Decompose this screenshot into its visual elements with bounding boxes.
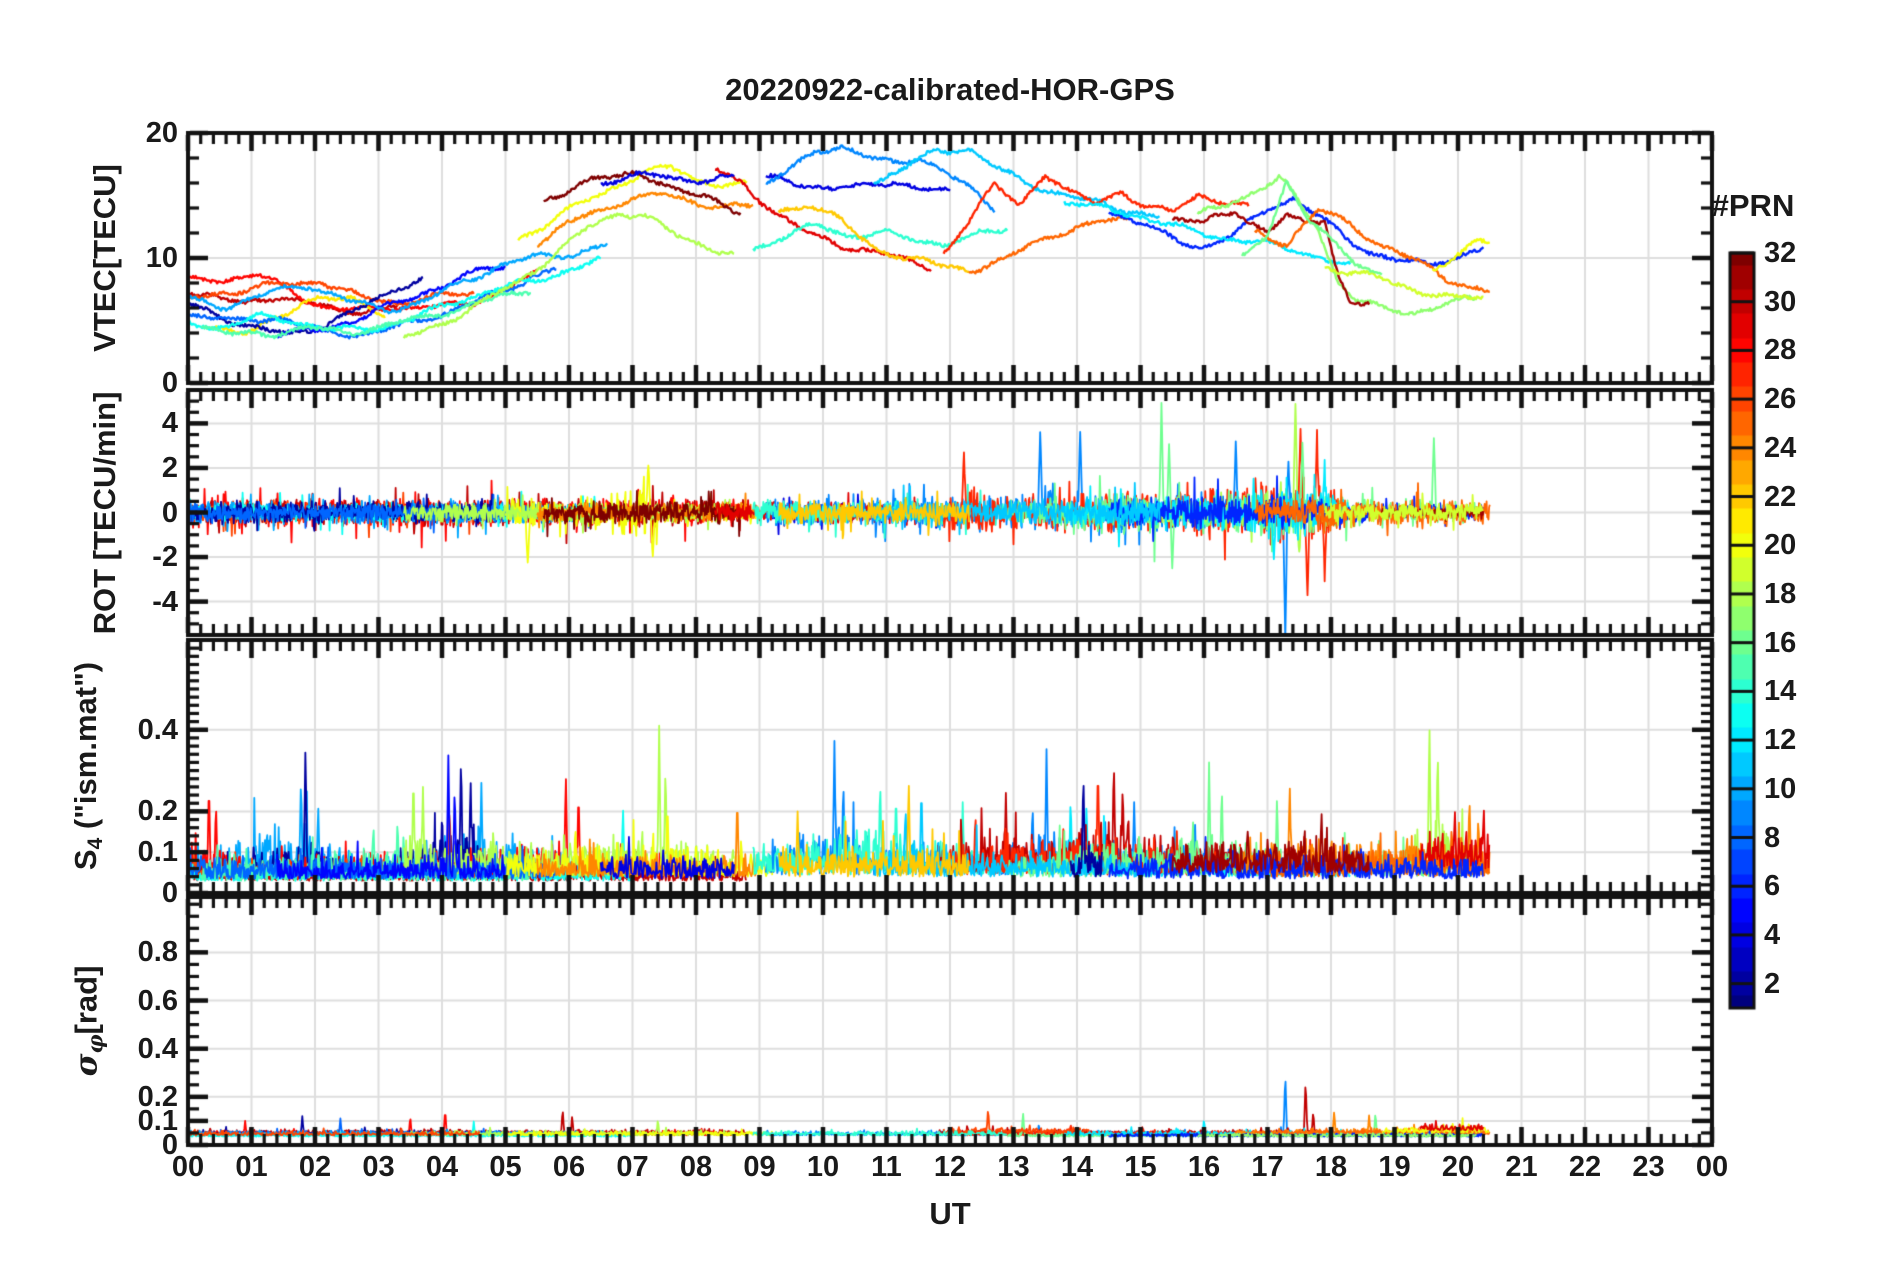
- x-tick-label: 08: [679, 1151, 713, 1183]
- colorbar-tick-label: 22: [1764, 480, 1797, 513]
- colorbar-tick-label: 10: [1764, 772, 1797, 805]
- x-tick-label: 02: [298, 1151, 332, 1183]
- y-tick-label: 2: [161, 451, 178, 484]
- colorbar-tick-label: 26: [1764, 383, 1797, 416]
- y-tick-label: 4: [161, 407, 178, 440]
- x-tick-label: 23: [1632, 1151, 1665, 1183]
- colorbar-tick-label: 20: [1764, 529, 1797, 562]
- x-tick-label: 09: [743, 1151, 776, 1183]
- x-tick-label: 18: [1314, 1151, 1348, 1183]
- y-tick-label: 0.4: [137, 1032, 178, 1065]
- x-tick-label: 11: [871, 1151, 902, 1183]
- x-tick-label: 05: [489, 1151, 522, 1183]
- colorbar-title: #PRN: [1711, 188, 1795, 223]
- y-tick-label: 10: [145, 242, 178, 274]
- colorbar-tick-label: 8: [1764, 821, 1781, 854]
- colorbar-tick-label: 4: [1764, 918, 1781, 951]
- y-tick-label: 0.1: [137, 836, 178, 869]
- y-tick-label: 0: [161, 367, 178, 399]
- colorbar-tick-label: 14: [1764, 675, 1797, 708]
- x-tick-label: 16: [1187, 1151, 1221, 1183]
- x-tick-label: 19: [1378, 1151, 1411, 1183]
- colorbar-tick-label: 12: [1764, 724, 1797, 757]
- x-tick-label: 06: [552, 1151, 586, 1183]
- x-tick-label: 17: [1251, 1151, 1284, 1183]
- x-tick-label: 12: [933, 1151, 967, 1183]
- y-tick-label: 0.1: [137, 1104, 178, 1137]
- colorbar-tick-label: 28: [1764, 334, 1797, 367]
- x-tick-label: 00: [171, 1151, 205, 1183]
- colorbar-tick-label: 30: [1764, 285, 1797, 318]
- y-tick-label: -2: [152, 541, 178, 574]
- x-tick-label: 20: [1441, 1151, 1475, 1183]
- y-tick-label: 0.4: [137, 713, 178, 746]
- y-tick-label: 0: [161, 1129, 178, 1161]
- x-tick-label: 04: [425, 1151, 459, 1183]
- y-tick-label: 20: [145, 117, 178, 149]
- colorbar-tick-label: 32: [1764, 237, 1797, 269]
- chart-title: 20220922-calibrated-HOR-GPS: [725, 72, 1175, 107]
- y-tick-label: 0.2: [137, 1080, 178, 1113]
- y-tick-label: 0.2: [137, 795, 178, 828]
- x-tick-label: 22: [1568, 1151, 1602, 1183]
- y-tick-label: -4: [152, 585, 178, 618]
- colorbar-tick-label: 24: [1764, 431, 1797, 464]
- y-tick-label: 0.8: [137, 936, 178, 969]
- x-tick-label: 03: [362, 1151, 395, 1183]
- colorbar-tick-label: 6: [1764, 870, 1781, 903]
- x-tick-label: 13: [997, 1151, 1030, 1183]
- colorbar-tick-label: 16: [1764, 626, 1797, 659]
- colorbar-tick-label: 18: [1764, 577, 1797, 610]
- y-tick-label: 0: [161, 877, 178, 909]
- x-tick-label: 14: [1060, 1151, 1094, 1183]
- x-tick-label: 21: [1505, 1151, 1538, 1183]
- x-tick-label: 01: [235, 1151, 268, 1183]
- x-tick-label: 00: [1695, 1151, 1729, 1183]
- x-axis-label: UT: [929, 1196, 971, 1231]
- x-tick-label: 15: [1124, 1151, 1157, 1183]
- x-tick-label: 10: [806, 1151, 840, 1183]
- colorbar-tick-label: 2: [1764, 967, 1781, 1000]
- y-tick-label: 0.6: [137, 984, 178, 1017]
- y-tick-label: 0: [161, 496, 178, 529]
- x-tick-label: 07: [616, 1151, 649, 1183]
